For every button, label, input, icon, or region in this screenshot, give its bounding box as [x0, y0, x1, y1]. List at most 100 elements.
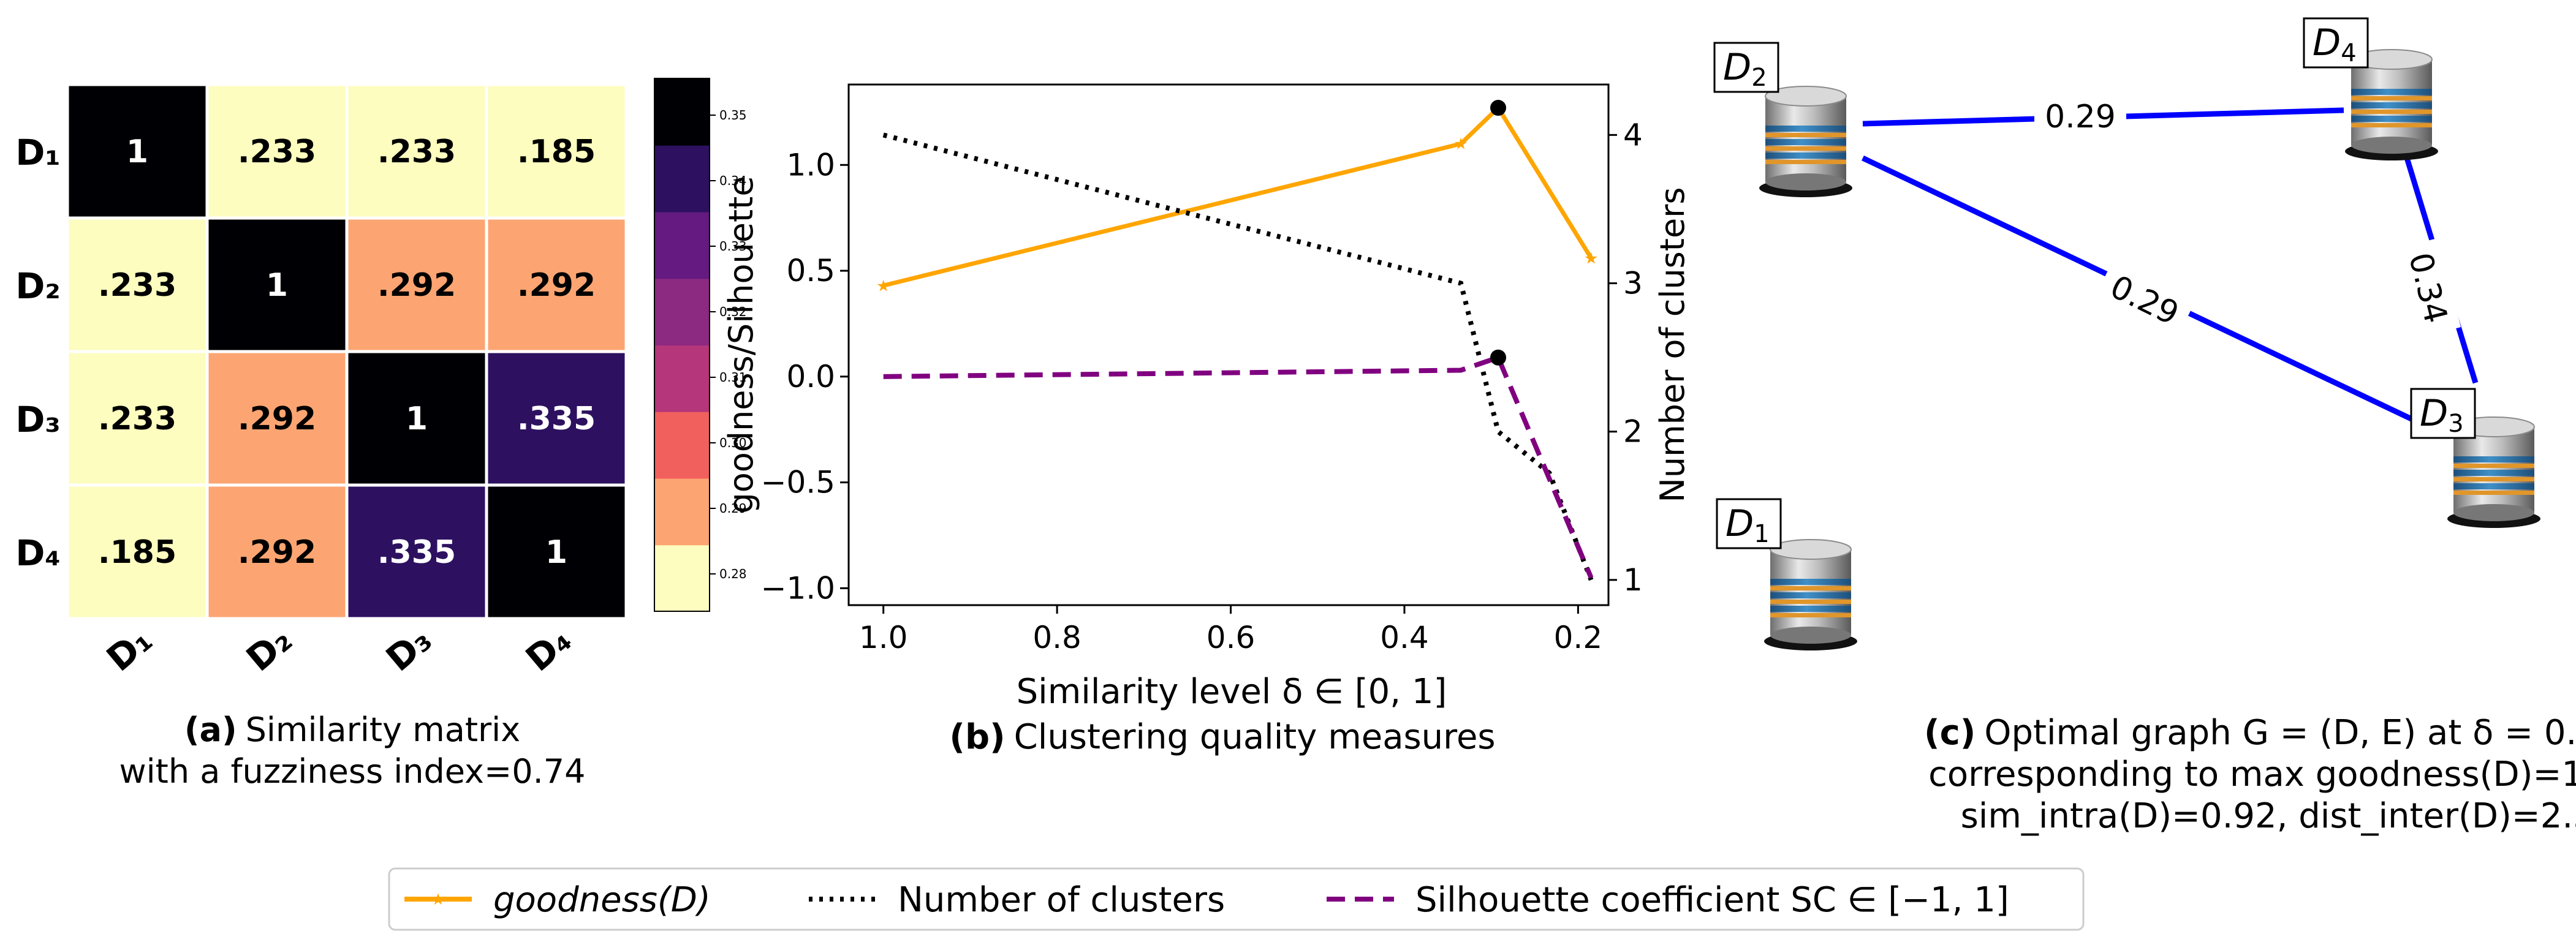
heatmap-cell [205, 483, 349, 620]
heatmap-cell-value: .335 [377, 534, 456, 571]
series-line-dotted [882, 132, 1594, 581]
heatmap-row-label: D₄ [15, 532, 61, 574]
heatmap-cell-value: .335 [517, 401, 596, 437]
chart-series: ★★★★ [876, 99, 1598, 581]
x-tick-label: 1.0 [859, 620, 908, 655]
heatmap-cell [205, 216, 349, 353]
colorbar-band [654, 411, 710, 479]
heatmap-col-label: D₁ [99, 619, 160, 679]
y-tick-label: −0.5 [761, 465, 835, 500]
y-axis-label: goodness/Silhouette [722, 176, 760, 513]
heatmap-cell-value: .292 [238, 534, 316, 571]
database-icon [1763, 538, 1858, 652]
panel-c-caption-line2: corresponding to max goodness(D)=1.27, [1928, 755, 2576, 794]
y-tick-label: −1.0 [761, 570, 835, 606]
clustering-quality-chart: 1.0 0.8 0.6 0.4 0.2 1.0 0.5 0.0 −0.5 −1.0 4 3 2 1 ★… [722, 83, 1692, 757]
x-tick-label: 0.4 [1380, 620, 1429, 655]
legend-star: ★ [431, 891, 445, 909]
colorbar-tick-label: 0.32 [719, 304, 747, 319]
graph-node: D2 [1713, 42, 1854, 198]
colorbar-tick-label: 0.30 [719, 435, 747, 450]
x-axis-ticks: 1.0 0.8 0.6 0.4 0.2 [859, 605, 1602, 655]
graph-node: D3 [2410, 388, 2542, 529]
colorbar-tick-label: 0.31 [719, 370, 747, 385]
legend-frame [388, 867, 2085, 931]
series-line-dashed [883, 354, 1594, 579]
heatmap-cell [485, 350, 628, 487]
similarity-matrix-panel: 1 .233 .233 .185 .233 1 .292 .292 .233 .292 1 .335.… [15, 78, 747, 791]
optimum-markers [1490, 100, 1507, 366]
y-axis-ticks: 1.0 0.5 0.0 −0.5 −1.0 [761, 147, 849, 606]
heatmap-cell-value: .292 [377, 267, 456, 304]
y2-tick-label: 1 [1623, 562, 1643, 598]
legend: ★ goodness(D) Number of clusters Silhouette… [388, 867, 2085, 931]
legend-item: ★ goodness(D) [404, 880, 711, 920]
edge-label-bg [2395, 238, 2461, 338]
edge-label: 0.29 [2093, 260, 2196, 341]
colorbar-tick-label: 0.29 [719, 501, 747, 516]
heatmap-cell-value: 1 [266, 267, 288, 304]
colorbar: 0.35 0.34 0.33 0.32 0.31 0.30 0.29 0.28 [654, 78, 747, 612]
colorbar-frame [654, 78, 710, 612]
node-label-box [2303, 17, 2369, 69]
y-tick-label: 1.0 [786, 147, 835, 183]
colorbar-tick-label: 0.28 [719, 567, 747, 581]
panel-a-caption-line1: (a) Similarity matrix [184, 710, 520, 749]
heatmap-cell [66, 483, 209, 620]
graph-nodes: D1 D2 D3 D4 [1713, 17, 2542, 652]
graph-node: D4 [2303, 17, 2439, 162]
plot-frame [847, 83, 1610, 606]
x-tick-label: 0.6 [1207, 620, 1256, 655]
heatmap-col-label: D₃ [378, 619, 439, 679]
heatmap-col-label: D₄ [518, 619, 579, 679]
colorbar-band [654, 544, 710, 612]
colorbar-band [654, 478, 710, 546]
x-axis-label: Similarity level δ ∈ [0, 1] [1017, 672, 1447, 712]
y-tick-label: 0.0 [786, 359, 835, 394]
heatmap-cell-value: 1 [126, 134, 148, 170]
legend-label: Silhouette coefficient SC ∈ [−1, 1] [1415, 880, 2009, 920]
heatmap-row-label: D₃ [15, 399, 61, 440]
series-point-star: ★ [876, 277, 890, 295]
graph-node: D1 [1716, 498, 1858, 652]
optimal-graph-panel: 0.29 0.29 0.34 D1 D2 D3 D4 (c) Optimal graph G… [1713, 17, 2576, 836]
heatmap-cell [485, 83, 628, 220]
heatmap-row-label: D₁ [15, 132, 61, 173]
legend-label: Number of clusters [898, 880, 1225, 920]
heatmap-col-labels: D₁ D₂ D₃ D₄ [99, 619, 579, 679]
heatmap-cell [205, 350, 349, 487]
y2-axis-label: Number of clusters [1653, 187, 1692, 502]
database-icon [1758, 85, 1854, 198]
heatmap-cell-value: .292 [238, 401, 316, 437]
edge-label-bg [2034, 94, 2126, 138]
heatmap-cell-value: .233 [98, 401, 176, 437]
heatmap-row-label: D₂ [15, 265, 61, 307]
panel-c-caption-line1: (c)Optimal graph G = (D, E) at δ = 0.292… [1924, 713, 2576, 753]
panel-c-caption-line3: sim_intra(D)=0.92, dist_inter(D)=2.35 [1961, 796, 2576, 836]
y2-tick-label: 4 [1623, 117, 1643, 153]
colorbar-band [654, 78, 710, 146]
node-label: D2 [1723, 46, 1767, 92]
heatmap-cell [205, 83, 349, 220]
heatmap-row-labels: D₁ D₂ D₃ D₄ [15, 132, 61, 574]
y2-tick-label: 2 [1623, 414, 1643, 450]
series-line-solid-star [882, 104, 1593, 288]
edge-label-text: 0.29 [2045, 99, 2116, 135]
legend-item: Silhouette coefficient SC ∈ [−1, 1] [1327, 880, 2009, 920]
colorbar-tick-label: 0.33 [719, 239, 747, 254]
x-tick-label: 0.8 [1032, 620, 1082, 655]
y-tick-label: 0.5 [786, 253, 835, 288]
colorbar-band [654, 145, 710, 213]
heatmap-cell-value: .292 [517, 267, 596, 304]
optimum-marker [1490, 100, 1507, 116]
heatmap-col-label: D₂ [238, 619, 300, 679]
heatmap-cell-value: 1 [406, 401, 428, 437]
colorbar-band [654, 278, 710, 345]
heatmap-cell [485, 216, 628, 353]
node-label-box [1716, 498, 1782, 549]
heatmap-cell-value: .233 [377, 134, 456, 170]
heatmap-cell-value: .185 [98, 534, 176, 571]
heatmap-cell-value: .233 [238, 134, 316, 170]
node-label-box [2410, 388, 2476, 439]
